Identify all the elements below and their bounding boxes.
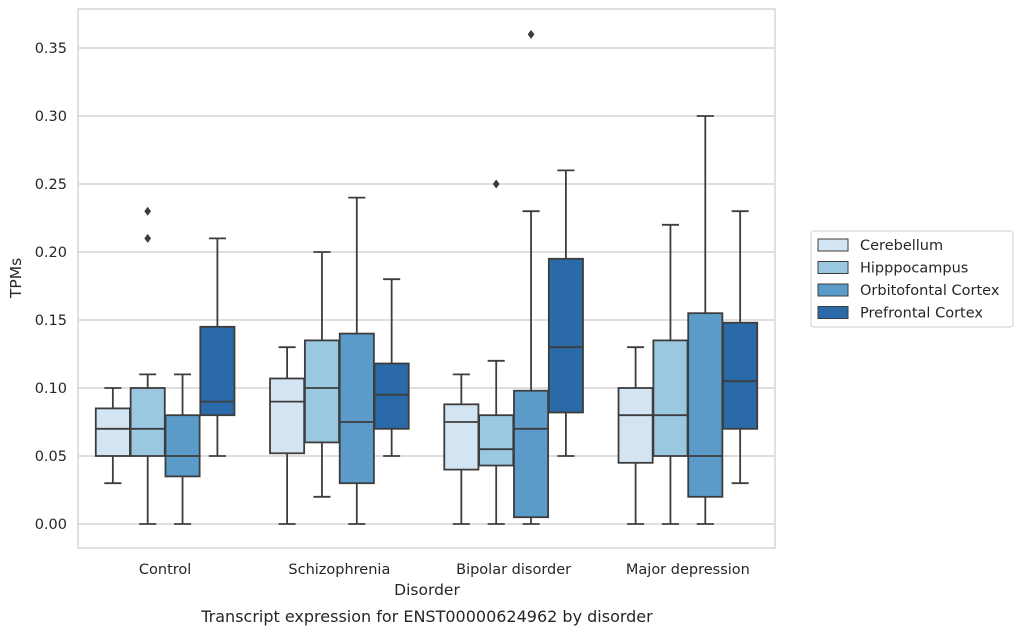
box-2-0 (443, 373, 480, 525)
box-1-0 (269, 346, 306, 525)
iqr-box (269, 377, 306, 455)
box-1-2 (338, 196, 375, 525)
iqr-box (199, 325, 236, 417)
y-tick-label: 0.00 (35, 517, 67, 533)
iqr-box (303, 339, 340, 444)
legend-label: Orbitofontal Cortex (860, 283, 1000, 299)
y-tick-label: 0.30 (35, 109, 67, 125)
legend-label: Hipppocampus (860, 261, 968, 277)
legend-label: Cerebellum (860, 238, 943, 254)
iqr-box (547, 257, 584, 414)
box-1-3 (373, 278, 410, 457)
iqr-box (617, 387, 654, 464)
legend-swatch (817, 238, 849, 252)
legend-swatch (817, 283, 849, 297)
legend: Cerebellum Hipppocampus Orbitofontal Corte… (810, 230, 1014, 328)
box-0-3 (199, 237, 236, 457)
x-tick-label: Control (139, 562, 191, 578)
legend-swatch (817, 261, 849, 274)
iqr-box (513, 389, 550, 519)
legend-frame (810, 230, 1014, 328)
box-3-0 (617, 346, 654, 525)
y-tick-label: 0.25 (35, 177, 67, 193)
box-2-3 (547, 169, 584, 457)
y-tick-label: 0.15 (35, 313, 67, 329)
y-axis-ticks: 0.00 0.05 0.10 0.15 0.20 0.25 0.30 0.35 (35, 41, 67, 533)
plot-area (94, 29, 759, 525)
box-2-1 (478, 179, 515, 525)
y-tick-label: 0.05 (35, 449, 67, 465)
box-3-3 (722, 210, 759, 485)
box-0-1 (129, 206, 166, 525)
iqr-box (164, 414, 201, 478)
box-0-0 (94, 387, 131, 485)
iqr-box (687, 312, 724, 498)
y-tick-label: 0.35 (35, 41, 67, 57)
box-1-1 (303, 251, 340, 498)
iqr-box (443, 403, 480, 471)
iqr-box (373, 362, 410, 430)
iqr-box (338, 332, 375, 485)
x-tick-label: Major depression (626, 562, 750, 578)
chart-caption: Transcript expression for ENST0000062496… (200, 607, 653, 626)
iqr-box (478, 414, 515, 467)
x-axis-title: Disorder (394, 581, 460, 599)
legend-label: Prefrontal Cortex (860, 306, 983, 322)
iqr-box (722, 321, 759, 430)
iqr-box (129, 387, 166, 457)
y-tick-label: 0.20 (35, 245, 67, 261)
box-0-2 (164, 373, 201, 525)
box-2-2 (513, 29, 550, 525)
x-tick-label: Bipolar disorder (456, 562, 571, 578)
x-tick-label: Schizophrenia (288, 562, 390, 578)
plot-frame (77, 8, 776, 549)
legend-swatch (817, 306, 849, 319)
iqr-box (94, 407, 131, 457)
iqr-box (652, 339, 689, 457)
y-axis-title: TPMs (7, 258, 25, 299)
y-tick-label: 0.10 (35, 381, 67, 397)
outlier-point (527, 29, 535, 39)
box-3-2 (687, 115, 724, 525)
outlier-point (144, 233, 152, 243)
x-axis-ticks: Control Schizophrenia Bipolar disorder Majo… (139, 562, 750, 578)
box-3-1 (652, 223, 689, 525)
outlier-point (144, 206, 152, 216)
outlier-point (492, 179, 500, 189)
